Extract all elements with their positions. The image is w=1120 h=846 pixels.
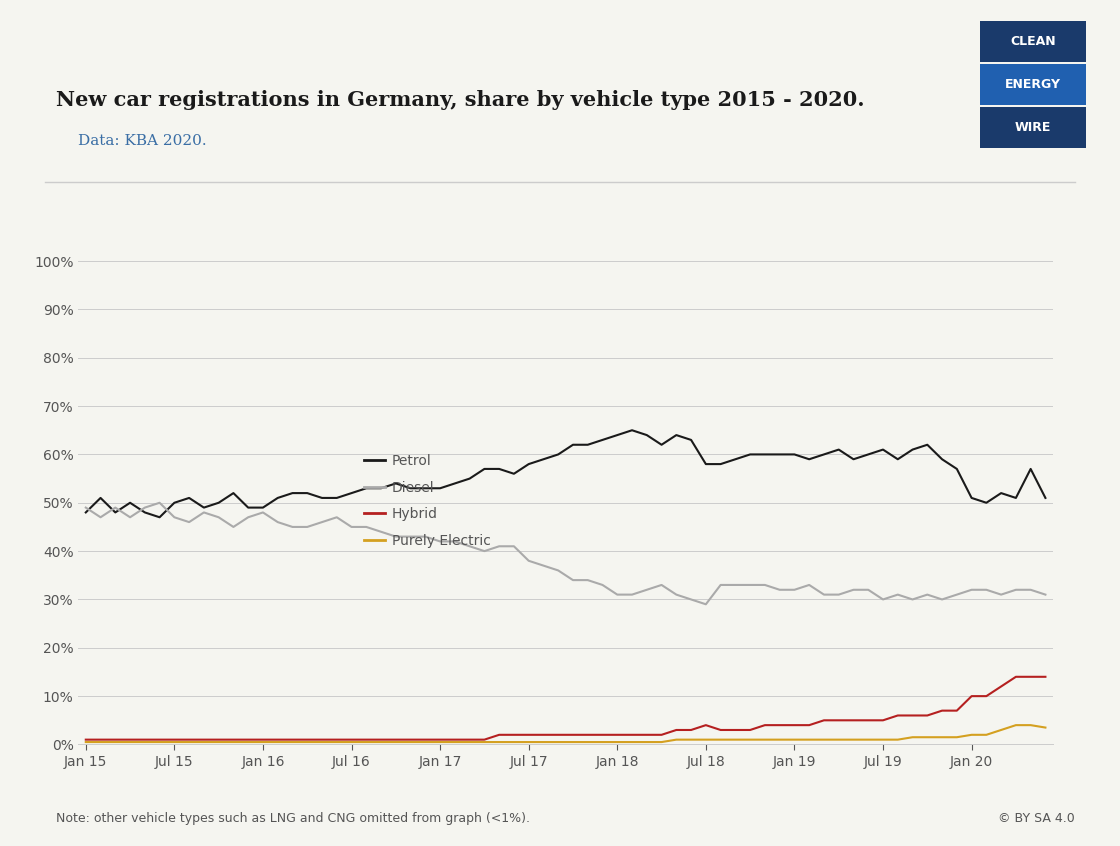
Petrol — [861, 449, 875, 459]
Text: CLEAN: CLEAN — [1010, 35, 1056, 48]
Hybrid — [316, 734, 329, 744]
Diesel — [330, 512, 344, 522]
Text: Data: KBA 2020.: Data: KBA 2020. — [78, 134, 207, 148]
Purely Electric — [964, 730, 979, 740]
Legend: Petrol, Diesel, Hybrid, Purely Electric: Petrol, Diesel, Hybrid, Purely Electric — [358, 448, 496, 553]
Petrol — [389, 478, 402, 488]
Text: © BY SA 4.0: © BY SA 4.0 — [998, 812, 1075, 825]
Diesel — [1038, 590, 1052, 600]
Hybrid — [80, 734, 93, 744]
Petrol — [625, 426, 638, 436]
Petrol — [152, 512, 166, 522]
Purely Electric — [80, 737, 93, 747]
Petrol — [168, 497, 181, 508]
Purely Electric — [1038, 722, 1052, 733]
Line: Purely Electric: Purely Electric — [86, 725, 1045, 742]
Purely Electric — [152, 737, 166, 747]
Diesel — [522, 556, 535, 566]
Diesel — [861, 585, 875, 595]
Hybrid — [1038, 672, 1052, 682]
Hybrid — [964, 691, 979, 701]
Diesel — [699, 599, 712, 609]
Diesel — [507, 541, 521, 552]
Petrol — [80, 508, 93, 518]
Petrol — [522, 459, 535, 470]
Text: Note: other vehicle types such as LNG and CNG omitted from graph (<1%).: Note: other vehicle types such as LNG an… — [56, 812, 530, 825]
Line: Diesel: Diesel — [86, 503, 1045, 604]
Purely Electric — [374, 737, 388, 747]
Text: New car registrations in Germany, share by vehicle type 2015 - 2020.: New car registrations in Germany, share … — [56, 90, 865, 110]
Diesel — [389, 531, 402, 541]
Hybrid — [832, 715, 846, 725]
Hybrid — [374, 734, 388, 744]
Diesel — [152, 497, 166, 508]
Hybrid — [493, 730, 506, 740]
Purely Electric — [316, 737, 329, 747]
Diesel — [168, 512, 181, 522]
Hybrid — [152, 734, 166, 744]
Petrol — [507, 469, 521, 479]
Text: WIRE: WIRE — [1015, 121, 1052, 135]
Line: Petrol: Petrol — [86, 431, 1045, 517]
Purely Electric — [1009, 720, 1023, 730]
Purely Electric — [832, 734, 846, 744]
Petrol — [330, 493, 344, 503]
Line: Hybrid: Hybrid — [86, 677, 1045, 739]
Diesel — [80, 503, 93, 513]
Text: ENERGY: ENERGY — [1006, 78, 1062, 91]
Purely Electric — [493, 737, 506, 747]
Petrol — [1038, 493, 1052, 503]
Hybrid — [1009, 672, 1023, 682]
